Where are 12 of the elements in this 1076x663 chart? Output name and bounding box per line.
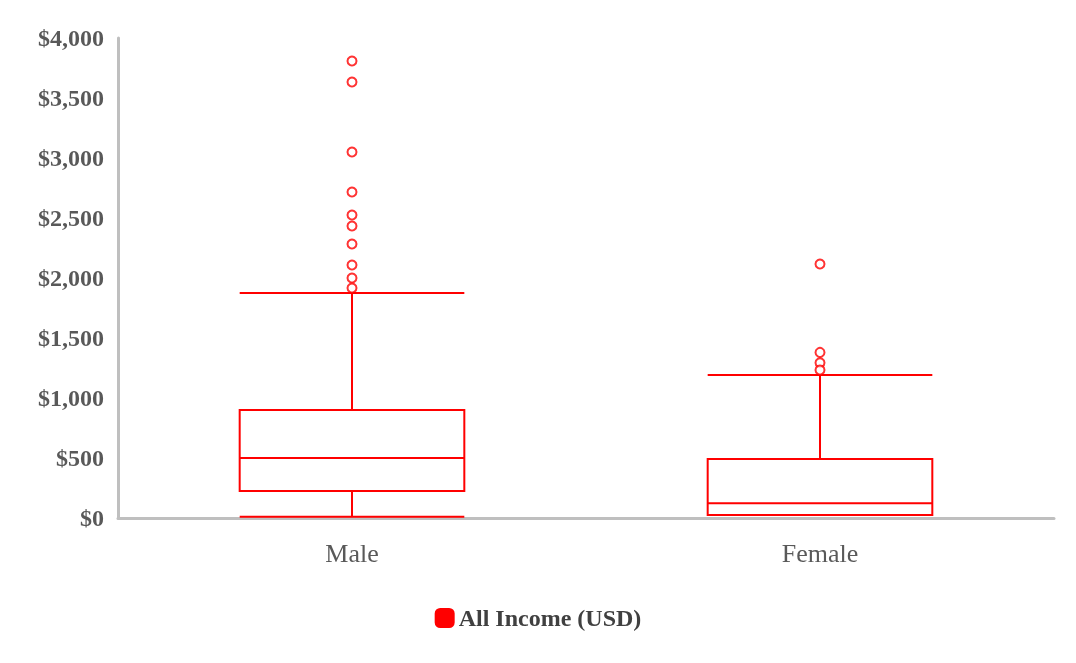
y-tick-label: $4,000 bbox=[38, 25, 104, 51]
y-tick-label: $500 bbox=[56, 445, 104, 471]
x-tick-label: Male bbox=[325, 538, 379, 568]
y-tick-label: $2,000 bbox=[38, 265, 104, 291]
y-tick-label: $2,500 bbox=[38, 205, 104, 231]
y-tick-label: $3,000 bbox=[38, 145, 104, 171]
y-tick-label: $1,000 bbox=[38, 385, 104, 411]
x-tick-label: Female bbox=[781, 538, 859, 568]
y-tick-label: $1,500 bbox=[38, 325, 104, 351]
legend-label: All Income (USD) bbox=[458, 605, 642, 631]
y-tick-label: $3,500 bbox=[38, 85, 104, 111]
y-tick-label: $0 bbox=[80, 505, 104, 531]
